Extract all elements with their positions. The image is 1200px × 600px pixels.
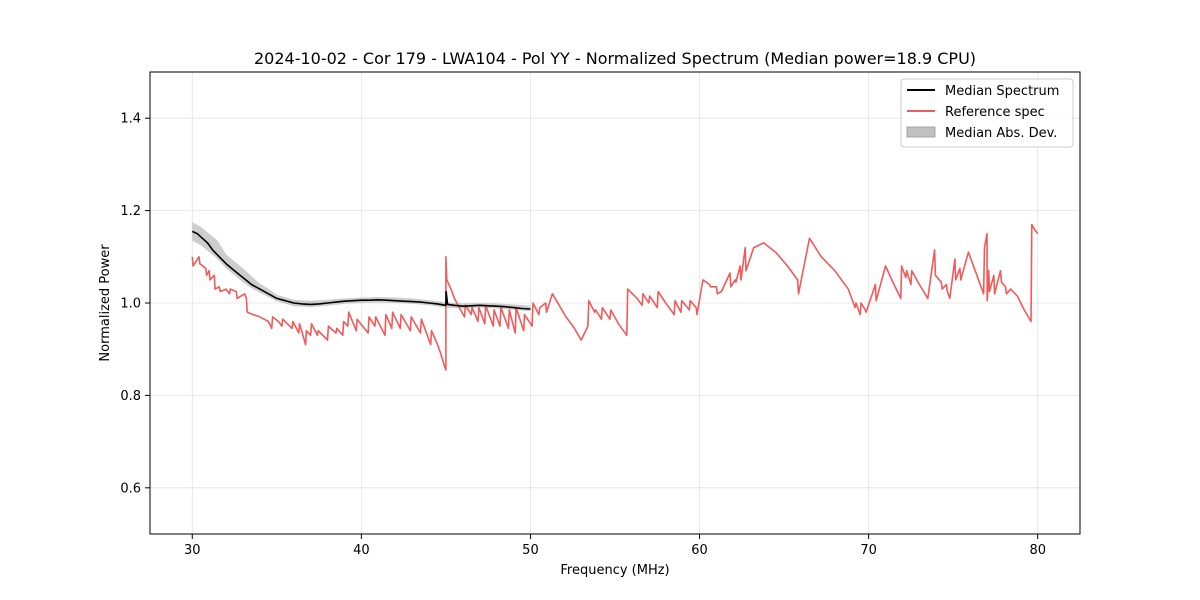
series-reference-spec-line — [191, 223, 1039, 371]
x-tick-label: 60 — [691, 543, 708, 558]
x-tick-label: 50 — [522, 543, 539, 558]
y-tick-label: 0.6 — [120, 481, 141, 496]
y-tick-label: 0.8 — [120, 389, 141, 404]
chart-title: 2024-10-02 - Cor 179 - LWA104 - Pol YY -… — [254, 49, 976, 68]
legend-label-median-abs-dev: Median Abs. Dev. — [945, 126, 1057, 141]
y-tick-label: 1.0 — [120, 297, 141, 312]
legend: Median Spectrum Reference spec Median Ab… — [900, 78, 1074, 148]
x-tick-label: 70 — [860, 543, 877, 558]
legend-label-reference-spec: Reference spec — [945, 105, 1045, 120]
x-tick-label: 30 — [184, 543, 201, 558]
x-axis-label: Frequency (MHz) — [560, 563, 669, 578]
legend-box — [900, 78, 1074, 148]
y-tick-label: 1.2 — [120, 204, 141, 219]
x-tick-label: 80 — [1029, 543, 1046, 558]
legend-swatch-median-abs-dev — [906, 126, 936, 138]
legend-label-median-spectrum: Median Spectrum — [945, 84, 1059, 99]
y-axis-label: Normalized Power — [98, 244, 113, 362]
x-tick-label: 40 — [353, 543, 370, 558]
series-median-spectrum-line — [191, 230, 531, 310]
y-tick-label: 1.4 — [120, 112, 141, 127]
plot-area — [191, 222, 1039, 371]
axis-ticks: 30 40 50 60 70 80 0.6 0.8 1.0 1.2 1.4 — [120, 112, 1046, 558]
